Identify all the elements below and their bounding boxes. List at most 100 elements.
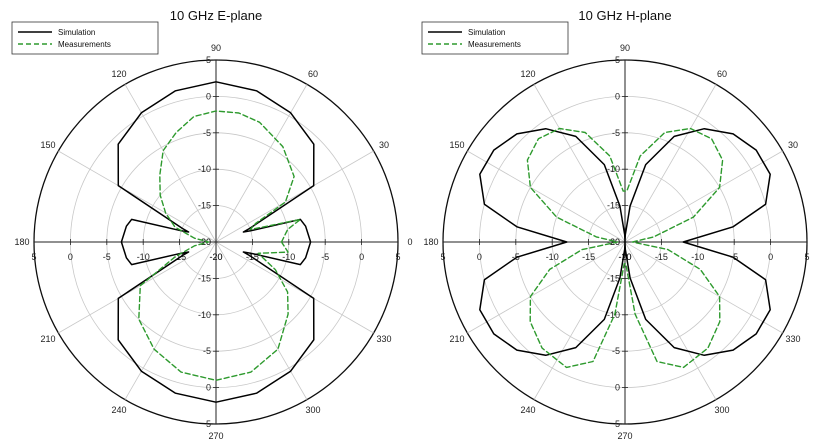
series-line-measurements — [138, 110, 302, 381]
grid-spoke — [624, 241, 783, 334]
radial-tick-label: 5 — [206, 419, 211, 429]
angle-label: 270 — [208, 431, 223, 441]
radial-tick-label: 0 — [615, 383, 620, 393]
angle-label: 30 — [379, 140, 389, 150]
radial-tick-label: -5 — [203, 346, 211, 356]
polar-chart-2: 10 GHz H-plane 5 5 5 5 0 0 0 0 -5 -5 -5 -5 -10 -10 -10 -… — [421, 8, 810, 441]
radial-tick-label: 5 — [440, 252, 445, 262]
polar-chart-1: 10 GHz E-plane55550000-5-5-5-5-10-10-10-… — [11, 8, 413, 441]
grid-spoke — [124, 241, 217, 400]
grid-spoke — [624, 241, 717, 400]
radial-tick-label: 5 — [31, 252, 36, 262]
angle-label: 180 — [14, 237, 29, 247]
radial-tick-label: -20 — [209, 252, 222, 262]
radial-tick-label: -10 — [198, 164, 211, 174]
angle-label: 90 — [211, 43, 221, 53]
radial-tick-label: 5 — [395, 252, 400, 262]
radial-tick-label: -20 — [198, 237, 211, 247]
angle-label: 120 — [520, 69, 535, 79]
grid-spoke — [215, 241, 374, 334]
radial-tick-label: 0 — [206, 383, 211, 393]
legend-label: Measurements — [58, 40, 111, 49]
grid-spoke — [215, 150, 374, 243]
angle-label: 150 — [40, 140, 55, 150]
angle-label: 210 — [40, 334, 55, 344]
angle-label: 300 — [714, 405, 729, 415]
grid-spoke — [215, 84, 308, 243]
angle-label: 60 — [717, 69, 727, 79]
radial-tick-label: -10 — [607, 164, 620, 174]
angle-label: 330 — [376, 334, 391, 344]
radial-tick-label: -20 — [209, 252, 222, 262]
grid-spoke — [533, 84, 626, 243]
radial-tick-label: -5 — [730, 252, 738, 262]
legend-box — [11, 21, 159, 55]
radial-tick-label: -10 — [282, 252, 295, 262]
legend: Simulation Measurements — [421, 21, 569, 55]
angle-label: 210 — [449, 334, 464, 344]
series-line-simulation — [479, 127, 771, 357]
radial-tick-label: -15 — [655, 252, 668, 262]
radial-tick-label: 0 — [768, 252, 773, 262]
angle-label: 270 — [617, 431, 632, 441]
grid-spoke — [215, 241, 308, 400]
angle-label: 0 — [407, 237, 412, 247]
angle-label: 180 — [423, 237, 438, 247]
chart-title: 10 GHz E-plane — [170, 8, 263, 23]
radial-tick-label: -10 — [198, 310, 211, 320]
radial-tick-label: -15 — [198, 201, 211, 211]
radial-tick-label: 5 — [615, 55, 620, 65]
radial-tick-label: 0 — [359, 252, 364, 262]
angle-label: 150 — [449, 140, 464, 150]
grid-spoke — [533, 241, 626, 400]
radial-tick-label: 5 — [615, 419, 620, 429]
radial-tick-label: -20 — [607, 237, 620, 247]
angle-label: 30 — [788, 140, 798, 150]
angle-label: 60 — [308, 69, 318, 79]
radial-tick-label: -5 — [512, 252, 520, 262]
angle-label: 240 — [520, 405, 535, 415]
radial-tick-label: -15 — [198, 273, 211, 283]
legend: Simulation Measurements — [11, 21, 159, 55]
radial-tick-label: -5 — [612, 128, 620, 138]
grid-spoke — [467, 150, 626, 243]
radial-tick-label: 0 — [68, 252, 73, 262]
angle-label: 300 — [305, 405, 320, 415]
grid-spoke — [58, 150, 217, 243]
radial-tick-label: -5 — [203, 128, 211, 138]
radial-tick-label: -10 — [691, 252, 704, 262]
radial-tick-label: -5 — [103, 252, 111, 262]
legend-label: Simulation — [58, 28, 95, 37]
legend-box — [421, 21, 569, 55]
series-line-simulation — [117, 81, 315, 403]
legend-label: Measurements — [468, 40, 521, 49]
radial-tick-label: 0 — [477, 252, 482, 262]
angle-label: 90 — [620, 43, 630, 53]
radial-tick-label: -10 — [137, 252, 150, 262]
series-line-measurements — [526, 127, 724, 369]
radial-tick-label: -15 — [607, 201, 620, 211]
radial-tick-label: -15 — [582, 252, 595, 262]
radial-tick-label: -10 — [607, 310, 620, 320]
radial-tick-label: -20 — [618, 252, 631, 262]
grid-spoke — [467, 241, 626, 334]
chart-title: 10 GHz H-plane — [578, 8, 671, 23]
radial-tick-label: -20 — [618, 252, 631, 262]
radial-tick-label: -5 — [321, 252, 329, 262]
radial-tick-label: -20 — [198, 237, 211, 247]
angle-label: 240 — [111, 405, 126, 415]
radial-tick-label: -5 — [612, 346, 620, 356]
radial-tick-label: -15 — [607, 273, 620, 283]
radial-tick-label: 5 — [206, 55, 211, 65]
grid-spoke — [624, 84, 717, 243]
legend-label: Simulation — [468, 28, 505, 37]
angle-label: 330 — [785, 334, 800, 344]
grid-spoke — [58, 241, 217, 334]
radial-tick-label: -10 — [546, 252, 559, 262]
angle-label: 120 — [111, 69, 126, 79]
grid-spoke — [124, 84, 217, 243]
grid-spoke — [624, 150, 783, 243]
radial-tick-label: -20 — [607, 237, 620, 247]
